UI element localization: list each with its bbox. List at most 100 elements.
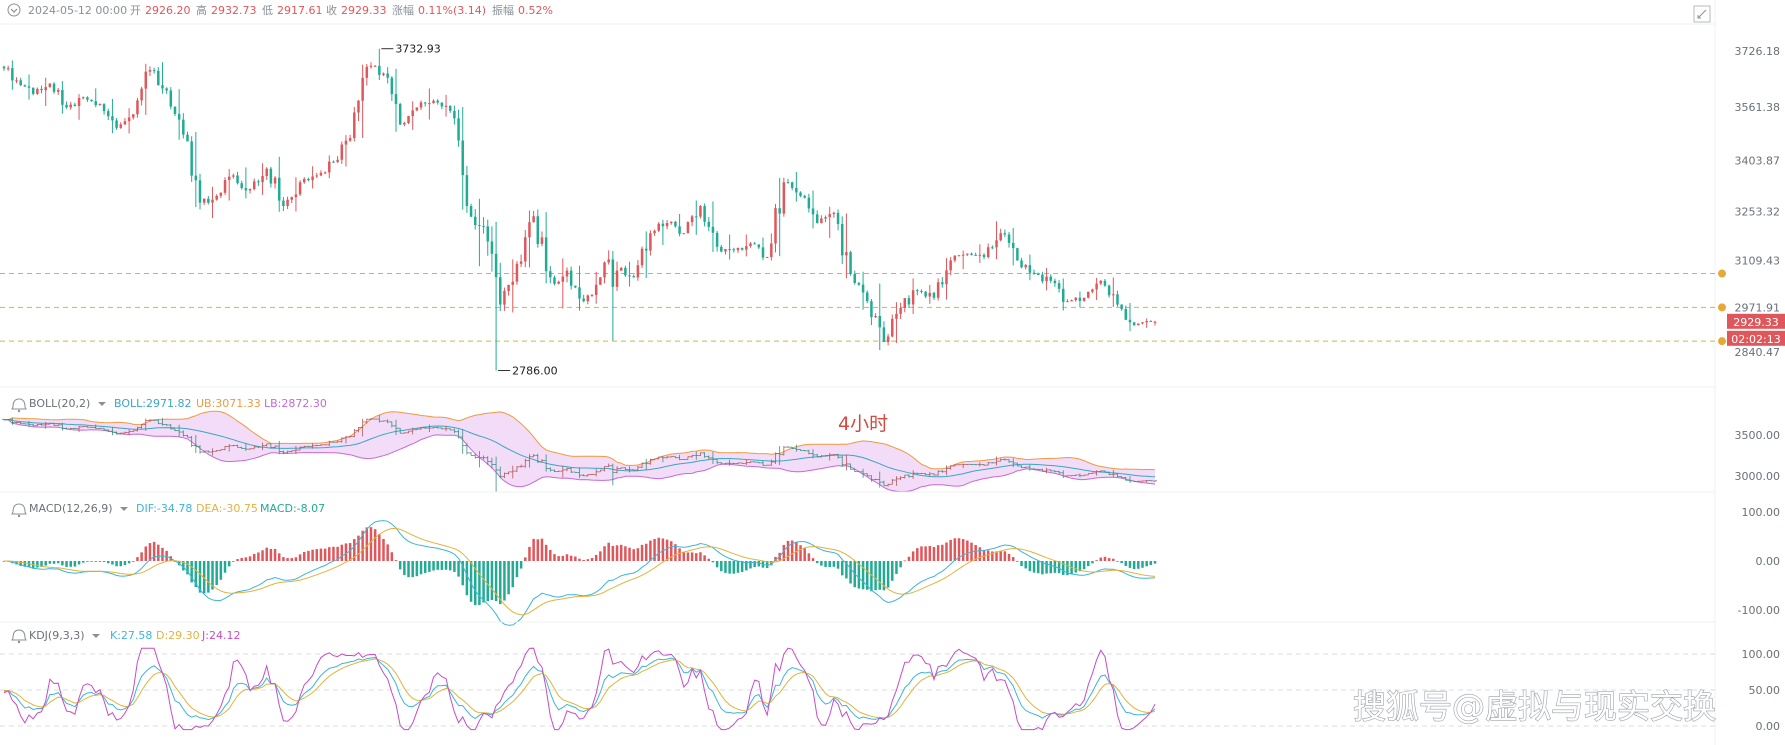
macd-ytick-neg100: -100.00 bbox=[1738, 604, 1780, 617]
candle-body bbox=[1066, 301, 1069, 303]
macd-dropdown-icon[interactable] bbox=[120, 507, 128, 511]
macd-bar bbox=[298, 554, 302, 561]
candle-body bbox=[928, 292, 932, 297]
close-label: 收 bbox=[326, 3, 337, 17]
boll-band-fill bbox=[4, 411, 1155, 492]
candle-body bbox=[286, 199, 289, 207]
macd-bar bbox=[765, 561, 769, 568]
macd-dea-value: DEA:-30.75 bbox=[196, 502, 258, 515]
candle-body bbox=[294, 194, 298, 198]
macd-bar bbox=[945, 542, 948, 561]
macd-bar bbox=[1145, 561, 1148, 567]
candle-body bbox=[853, 273, 856, 283]
candle-body bbox=[361, 77, 364, 101]
macd-bar bbox=[277, 553, 281, 561]
macd-bar bbox=[132, 561, 135, 562]
macd-bar bbox=[753, 561, 756, 568]
macd-bar bbox=[807, 553, 811, 561]
candle-body bbox=[828, 214, 831, 218]
candle-body bbox=[749, 243, 752, 247]
macd-bar bbox=[607, 542, 610, 561]
macd-bar bbox=[411, 561, 414, 578]
candle-body bbox=[140, 88, 143, 101]
boll-dropdown-icon[interactable] bbox=[98, 402, 106, 406]
macd-bar bbox=[986, 550, 990, 561]
boll-ub-value: UB:3071.33 bbox=[196, 397, 261, 410]
macd-bar bbox=[615, 545, 619, 561]
macd-bar bbox=[782, 544, 786, 561]
candle-body bbox=[982, 254, 986, 258]
macd-bar bbox=[152, 541, 156, 561]
kdj-ytick-50: 50.00 bbox=[1749, 684, 1781, 697]
macd-bar bbox=[799, 545, 802, 561]
price-ytick: 2971.91 bbox=[1735, 301, 1781, 314]
macd-bar bbox=[678, 548, 681, 561]
reference-line-handle[interactable] bbox=[1718, 303, 1726, 312]
price-ytick: 3403.87 bbox=[1735, 155, 1781, 168]
candle-body bbox=[644, 248, 648, 251]
candle-body bbox=[565, 270, 569, 277]
macd-bar bbox=[674, 544, 677, 561]
bar-countdown: 02:02:13 bbox=[1731, 333, 1780, 346]
candle-body bbox=[986, 247, 990, 258]
macd-bar bbox=[344, 543, 348, 561]
candle-body bbox=[252, 181, 256, 190]
macd-bar bbox=[995, 551, 998, 561]
candle-body bbox=[277, 177, 281, 201]
candle-body bbox=[1103, 280, 1107, 286]
candle-body bbox=[916, 290, 919, 292]
collapse-chevron-icon[interactable] bbox=[7, 3, 21, 17]
macd-bar bbox=[682, 551, 686, 561]
boll-bell-icon[interactable] bbox=[11, 398, 27, 413]
candle-body bbox=[536, 216, 540, 244]
macd-bar bbox=[77, 561, 81, 565]
candle-body bbox=[507, 284, 510, 292]
candle-body bbox=[878, 315, 882, 328]
candle-body bbox=[519, 261, 523, 264]
candle-body bbox=[398, 104, 402, 125]
macd-bar bbox=[665, 539, 669, 561]
boll-title[interactable]: BOLL(20,2) bbox=[29, 397, 90, 410]
macd-bar bbox=[398, 561, 402, 570]
candle-body bbox=[328, 161, 331, 173]
candle-body bbox=[23, 85, 27, 87]
candlestick-series bbox=[2, 48, 1157, 371]
macd-bar bbox=[590, 558, 594, 561]
macd-bar bbox=[586, 559, 590, 561]
reference-line-handle[interactable] bbox=[1718, 269, 1726, 278]
candle-body bbox=[999, 233, 1002, 241]
macd-bar bbox=[1099, 557, 1103, 561]
candle-body bbox=[94, 101, 97, 105]
candle-body bbox=[857, 282, 861, 285]
fullscreen-icon[interactable] bbox=[1693, 5, 1711, 23]
kdj-bell-icon[interactable] bbox=[11, 629, 27, 644]
candle-body bbox=[774, 208, 777, 244]
macd-bar bbox=[428, 561, 431, 572]
macd-bar bbox=[23, 561, 27, 567]
macd-bar bbox=[695, 553, 698, 561]
macd-bar bbox=[790, 540, 794, 561]
candle-body bbox=[486, 226, 490, 242]
macd-title[interactable]: MACD(12,26,9) bbox=[29, 502, 113, 515]
kdj-dropdown-icon[interactable] bbox=[92, 634, 100, 638]
macd-bar bbox=[857, 561, 861, 589]
macd-bar bbox=[899, 561, 902, 568]
macd-bar bbox=[369, 527, 373, 561]
macd-bar bbox=[903, 560, 907, 562]
candle-body bbox=[770, 243, 773, 258]
macd-bar bbox=[724, 561, 727, 573]
reference-line-handle[interactable] bbox=[1718, 337, 1726, 346]
candle-body bbox=[995, 240, 998, 248]
macd-bar bbox=[90, 561, 93, 562]
kdj-title[interactable]: KDJ(9,3,3) bbox=[29, 629, 85, 642]
candle-body bbox=[1116, 294, 1119, 305]
candle-body bbox=[1149, 321, 1153, 323]
candle-body bbox=[269, 168, 273, 184]
macd-bar bbox=[1116, 560, 1119, 562]
candle-body bbox=[636, 265, 640, 278]
macd-bell-icon[interactable] bbox=[11, 503, 27, 518]
macd-bar bbox=[532, 538, 535, 561]
low-value: 2917.61 bbox=[277, 4, 323, 17]
macd-bar bbox=[461, 561, 464, 586]
candle-body bbox=[690, 216, 694, 223]
